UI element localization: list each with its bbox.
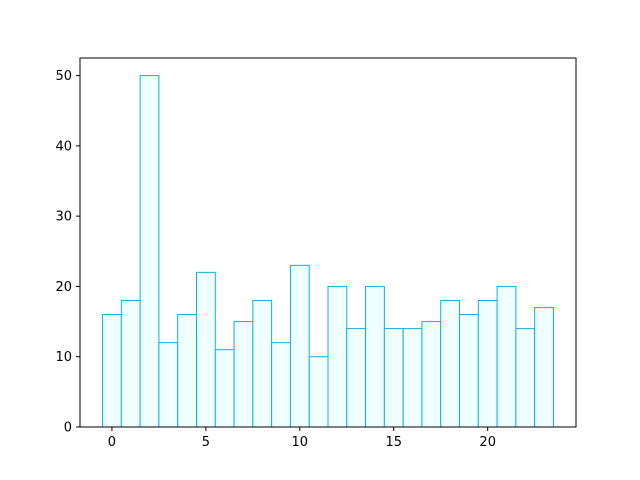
bar (289, 264, 310, 428)
bar (308, 356, 329, 428)
y-tick-label: 30 (55, 210, 72, 225)
x-tick-label: 5 (202, 435, 210, 450)
bar (346, 328, 367, 428)
bar (440, 299, 461, 428)
x-tick-label: 0 (108, 435, 116, 450)
bar (383, 328, 404, 428)
x-tick-label: 20 (479, 435, 496, 450)
bar (102, 314, 122, 428)
bar (477, 299, 498, 428)
bar (459, 314, 479, 428)
y-tick-label: 10 (55, 350, 72, 365)
bars (102, 75, 554, 428)
bar (120, 299, 141, 428)
bar (252, 299, 273, 428)
bar (233, 321, 254, 428)
x-tick-label: 10 (292, 435, 309, 450)
bar (158, 342, 179, 428)
bar (496, 285, 517, 428)
bar (421, 321, 442, 428)
y-tick-label: 20 (55, 280, 72, 295)
y-tick-label: 40 (55, 139, 72, 154)
y-tick-label: 0 (64, 421, 72, 436)
bar (515, 328, 536, 428)
bar (139, 75, 160, 428)
bar (365, 285, 385, 428)
bar (327, 285, 348, 428)
bar (402, 328, 423, 428)
y-tick-label: 50 (55, 69, 72, 84)
x-tick-label: 15 (385, 435, 402, 450)
bar (177, 314, 197, 428)
bar (534, 307, 554, 428)
bar (271, 342, 291, 428)
bar (195, 271, 216, 428)
bar (214, 349, 235, 428)
axes-frame (79, 57, 577, 428)
